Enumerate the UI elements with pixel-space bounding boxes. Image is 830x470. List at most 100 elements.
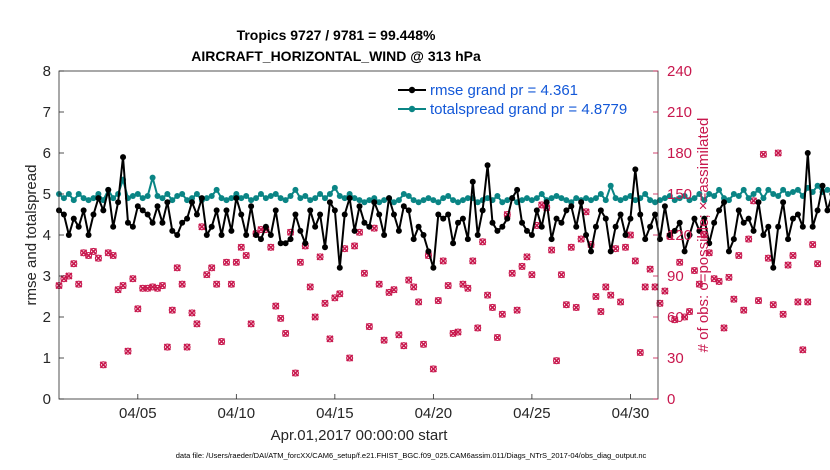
totalspread-point [716,186,723,193]
obs-possible-marker [745,235,753,243]
rmse-point [238,211,245,218]
obs-assimilated-marker [764,254,772,262]
totalspread-point [474,199,481,206]
x-tick-label: 04/25 [513,405,551,422]
obs-assimilated-marker [65,272,73,280]
obs-assimilated-marker [483,291,492,299]
totalspread-point [430,197,437,204]
obs-possible-marker [444,282,452,290]
x-tick-label: 04/15 [316,405,354,422]
rmse-point [366,223,373,230]
obs-possible-marker [685,307,694,316]
obs-possible-marker [592,292,600,301]
obs-possible-marker [277,314,285,322]
obs-possible-marker [557,271,566,279]
rmse-point [376,211,383,218]
rmse-point [395,227,402,234]
obs-possible-marker [419,340,428,348]
totalspread-point [282,197,289,204]
rmse-point [794,211,801,218]
obs-assimilated-marker [794,298,802,306]
obs-possible-marker [641,283,649,291]
totalspread-point [711,193,718,200]
obs-possible-marker [158,282,166,290]
obs-assimilated-marker [247,320,255,328]
totalspread-point [287,193,294,200]
rmse-point [479,207,486,214]
obs-assimilated-marker [237,243,245,251]
rmse-point [681,248,688,255]
obs-assimilated-marker [552,357,561,365]
totalspread-point [588,197,595,204]
y-tick-label: 8 [43,63,51,80]
obs-possible-marker [804,298,812,306]
totalspread-point [213,186,220,193]
obs-assimilated-marker [518,262,526,270]
rmse-point [543,199,550,206]
totalspread-point [302,193,309,200]
obs-assimilated-marker [75,280,83,288]
obs-possible-marker [360,269,368,277]
totalspread-point [789,188,796,195]
obs-assimilated-marker [296,258,304,266]
totalspread-point [494,193,501,200]
rmse-point [553,215,560,222]
rmse-point [725,248,732,255]
rmse-point [459,215,466,222]
legend-spread-marker [408,105,416,113]
obs-assimilated-marker [267,243,275,251]
totalspread-point [60,195,67,202]
totalspread-point [75,191,82,197]
totalspread-point [174,193,181,200]
obs-assimilated-marker [429,365,437,373]
rmse-point [622,232,629,238]
legend-spread-label: totalspread grand pr = 4.8779 [430,101,627,118]
totalspread-point [376,199,383,206]
obs-assimilated-marker [193,320,201,328]
totalspread-point [248,197,255,204]
obs-possible-marker [183,343,191,351]
rmse-point [450,240,457,247]
obs-assimilated-marker [809,241,817,249]
totalspread-point [459,197,466,204]
rmse-point [721,199,728,206]
rmse-point [302,240,309,247]
obs-possible-marker [178,280,186,288]
obs-assimilated-marker [173,264,181,272]
x-tick-label: 04/10 [218,405,256,422]
obs-possible-marker [311,313,319,321]
obs-possible-marker [434,297,442,305]
x-tick-label: 04/20 [415,405,453,422]
y-right-tick-label: 90 [667,268,684,285]
totalspread-point [445,193,452,200]
rmse-point [193,211,200,218]
rmse-point [445,211,452,218]
rmse-point [711,219,718,226]
obs-assimilated-marker [213,280,221,288]
rmse-point [789,215,796,222]
y-tick-label: 2 [43,309,51,326]
rmse-point [499,223,506,230]
obs-possible-marker [607,291,615,299]
totalspread-point [725,197,732,204]
totalspread-point [80,195,87,202]
x-tick-label: 04/05 [119,405,157,422]
y-tick-label: 6 [43,145,51,162]
rmse-point [149,219,156,226]
totalspread-point [583,195,590,202]
obs-assimilated-marker [784,261,792,269]
rmse-point [548,236,555,243]
totalspread-point [691,195,698,202]
obs-possible-marker [784,261,792,269]
totalspread-point [169,197,176,204]
totalspread-point [326,191,333,197]
rmse-point [440,215,447,222]
totalspread-point [346,191,353,197]
obs-assimilated-marker [188,309,196,317]
rmse-point [243,232,250,238]
totalspread-point [607,182,614,189]
rmse-point [400,203,407,210]
obs-assimilated-marker [336,290,344,298]
obs-assimilated-marker [498,310,506,318]
